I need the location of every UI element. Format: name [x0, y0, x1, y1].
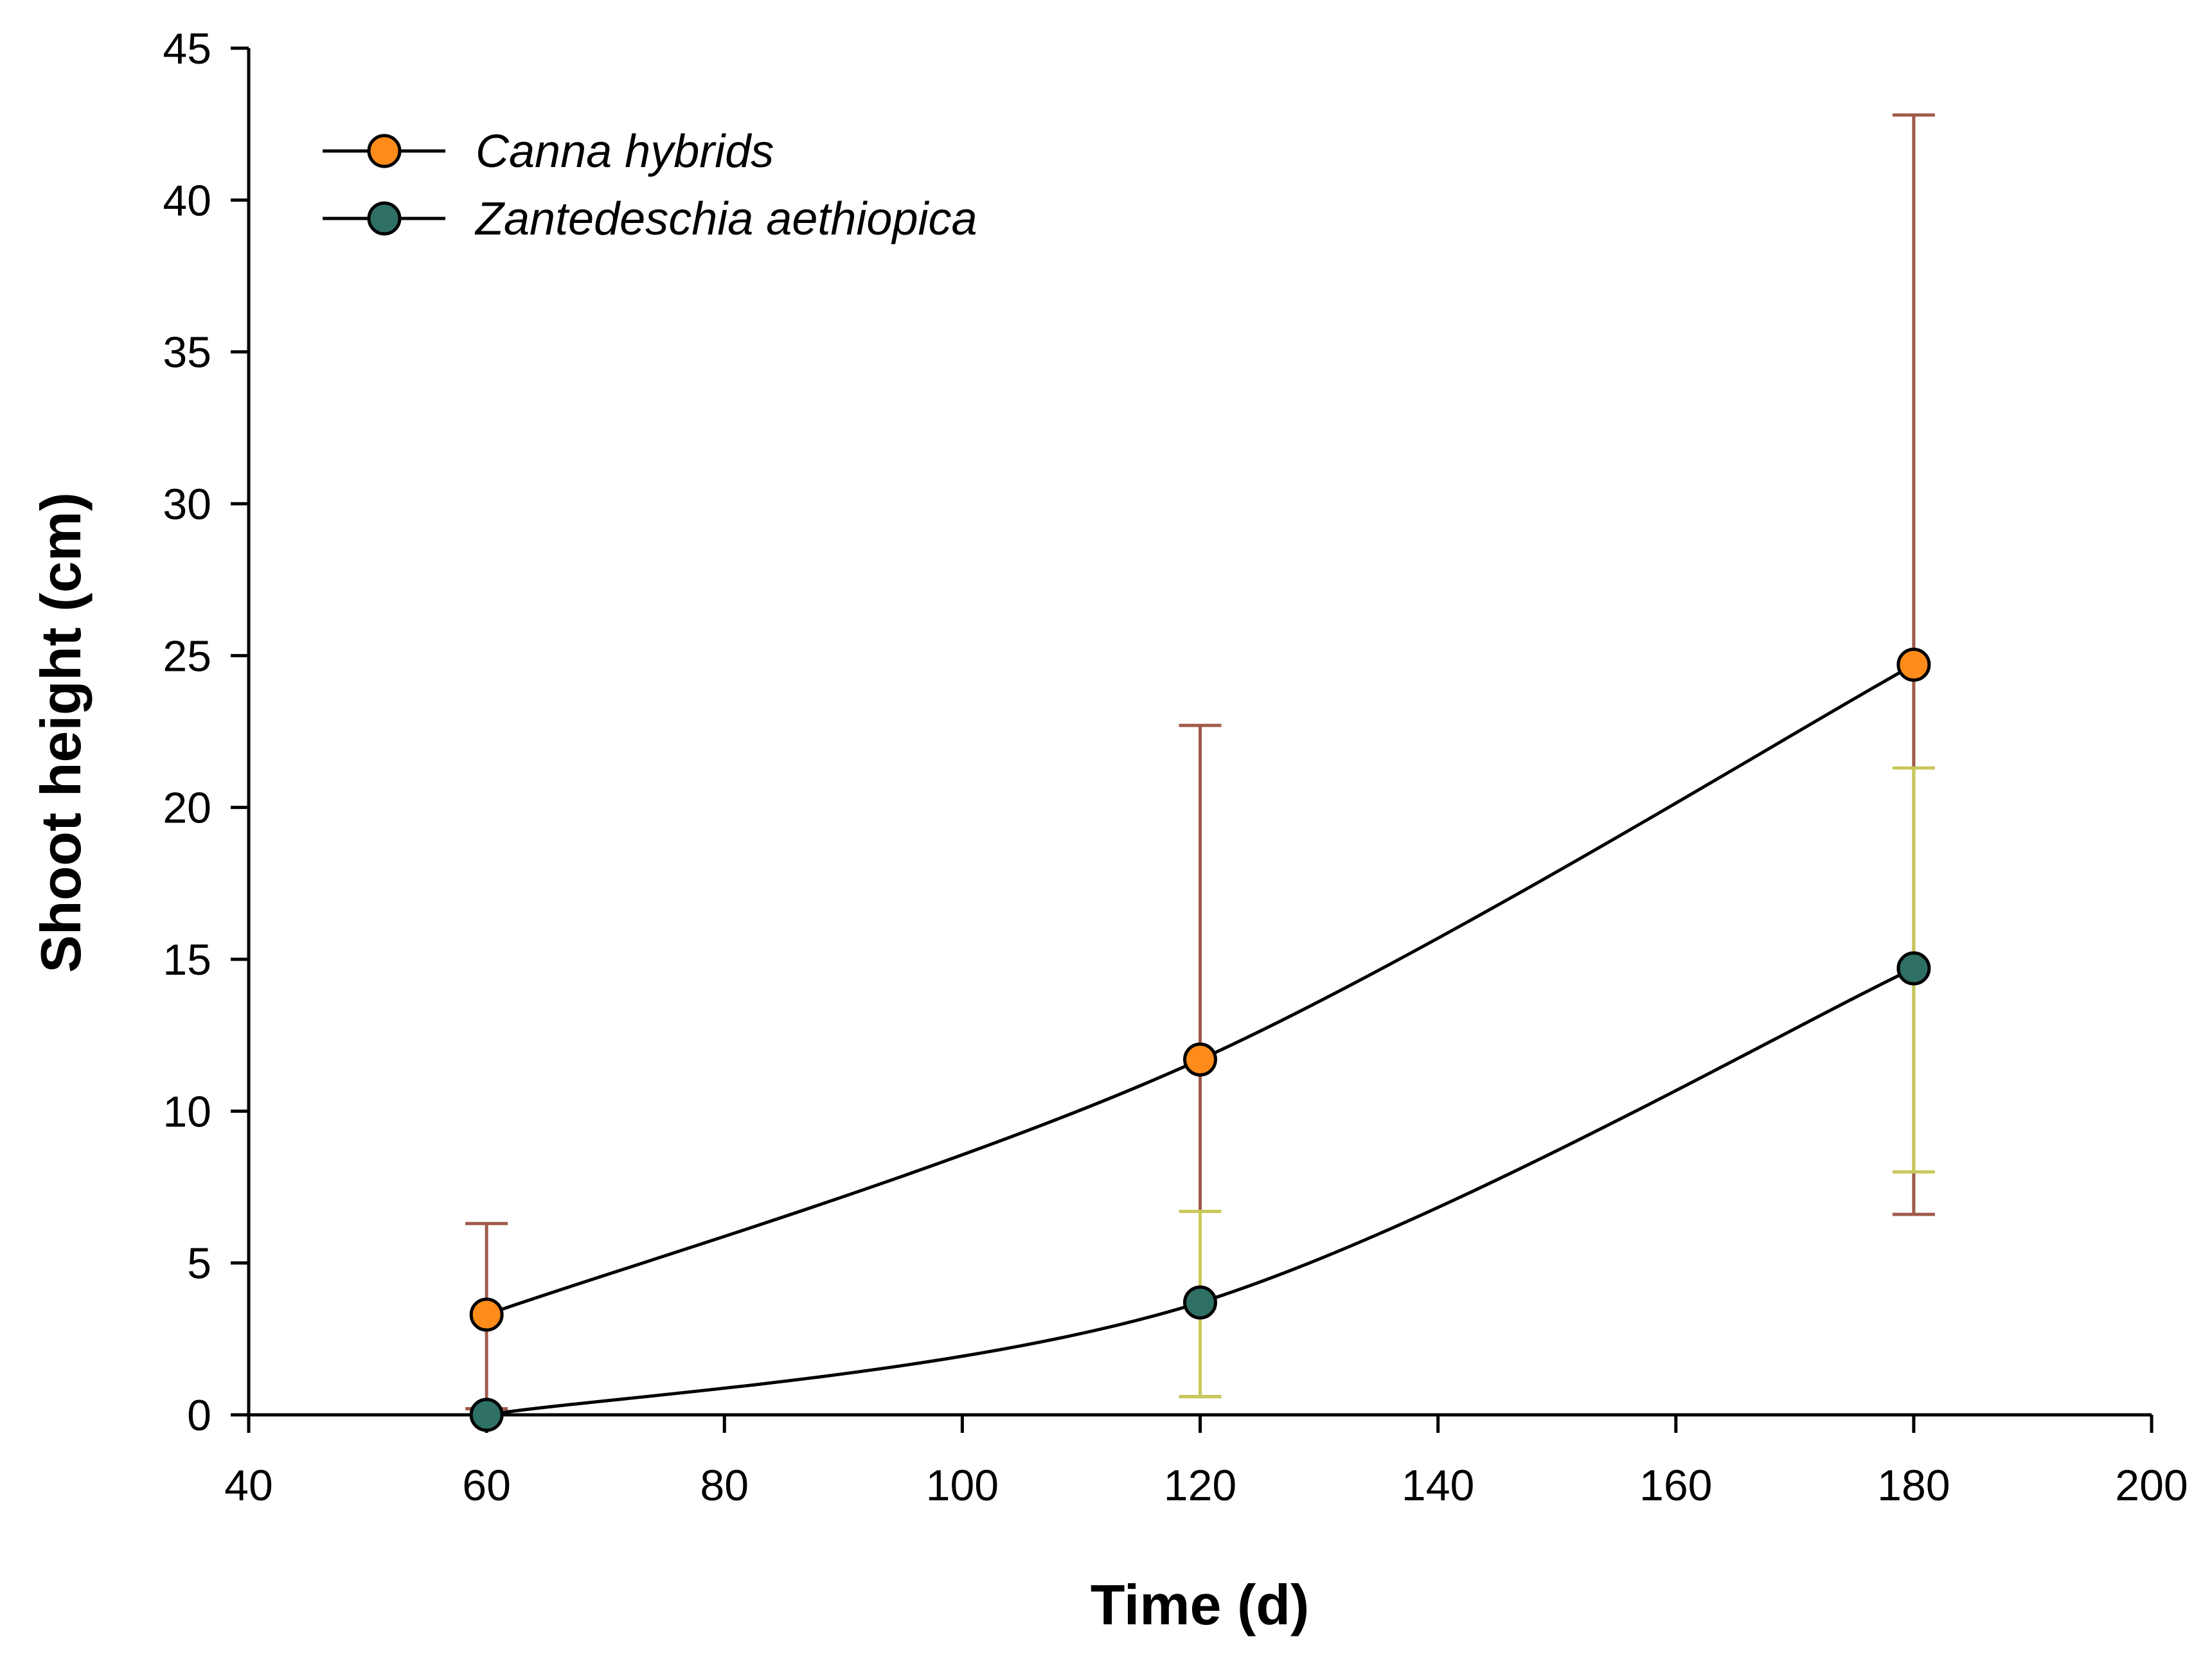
y-tick-label: 10 [163, 1087, 211, 1136]
x-tick-label: 160 [1639, 1461, 1712, 1510]
x-tick-label: 100 [926, 1461, 999, 1510]
y-tick-label: 15 [163, 936, 211, 984]
data-point [1896, 648, 1931, 682]
legend: Canna hybrids Zantedeschia aethiopica [323, 126, 977, 245]
y-tick-label: 45 [163, 24, 211, 73]
x-tick-label: 40 [224, 1461, 273, 1510]
legend-marker [367, 201, 402, 236]
data-point [1183, 1042, 1217, 1077]
series-markers [469, 648, 1931, 1432]
x-tick-label: 80 [700, 1461, 749, 1510]
data-point [469, 1397, 504, 1432]
y-tick-label: 30 [163, 480, 211, 529]
x-tick-label: 180 [1877, 1461, 1950, 1510]
data-point [469, 1297, 504, 1332]
legend-marker [367, 134, 402, 168]
y-tick-label: 0 [187, 1391, 211, 1440]
x-tick-label: 200 [2115, 1461, 2188, 1510]
y-tick-label: 40 [163, 176, 211, 225]
error-bars [465, 113, 1935, 1411]
ticks: 40 60 80 100 120 140 160 180 200 0 5 10 15 20 25 30 35 40… [163, 24, 2188, 1510]
y-tick-label: 25 [163, 632, 211, 680]
x-tick-label: 140 [1402, 1461, 1474, 1510]
x-tick-label: 120 [1164, 1461, 1236, 1510]
legend-label: Canna hybrids [476, 126, 774, 177]
data-point [1896, 951, 1931, 986]
y-tick-label: 35 [163, 328, 211, 377]
legend-label: Zantedeschia aethiopica [474, 193, 977, 245]
y-tick-label: 5 [187, 1239, 211, 1288]
data-point [1183, 1285, 1217, 1320]
y-axis-title: Shoot height (cm) [29, 492, 93, 973]
x-axis-title: Time (d) [1091, 1573, 1310, 1637]
y-tick-label: 20 [163, 784, 211, 833]
x-tick-label: 60 [462, 1461, 511, 1510]
